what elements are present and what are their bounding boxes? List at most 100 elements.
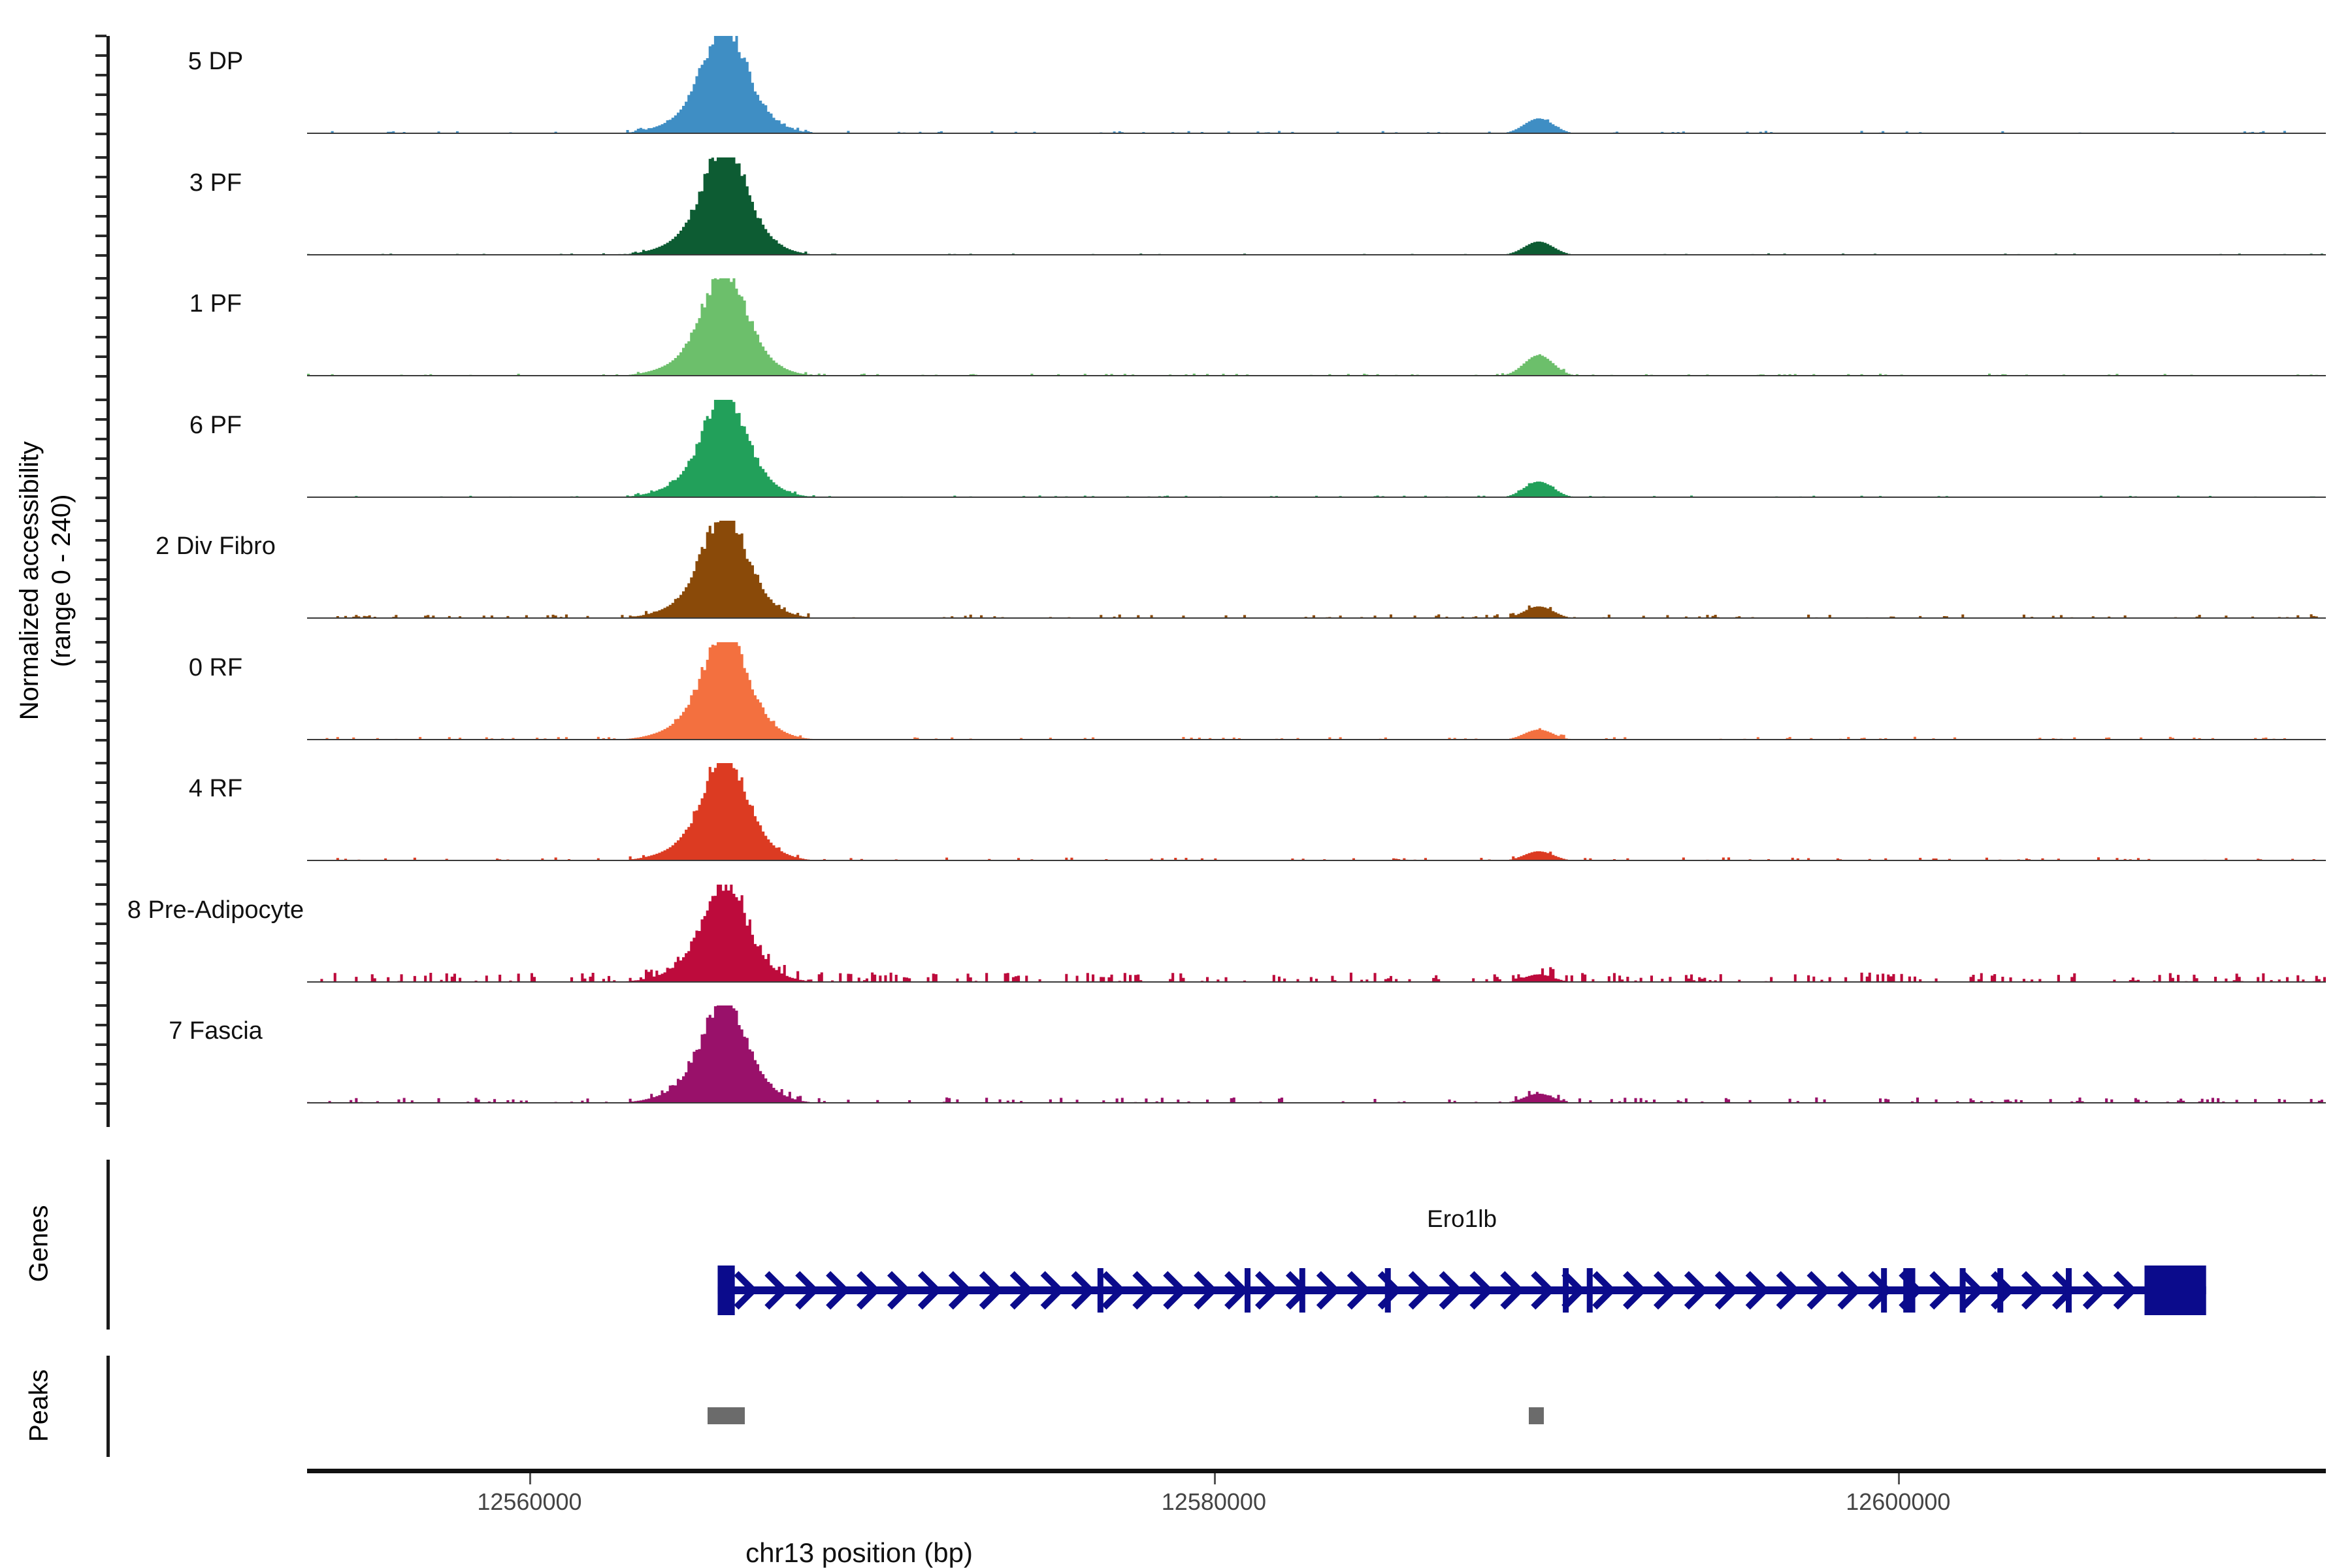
signal-axis-tick <box>95 883 106 886</box>
signal-axis-tick <box>95 1102 106 1105</box>
track-baseline <box>307 133 2326 134</box>
signal-axis-tick <box>95 437 106 440</box>
signal-axis-tick <box>95 539 106 542</box>
x-axis-title: chr13 position (bp) <box>745 1537 973 1568</box>
signal-profile <box>307 278 2326 377</box>
signal-axis-tick <box>95 679 106 683</box>
signal-profile <box>307 157 2326 255</box>
signal-axis-tick <box>95 195 106 198</box>
signal-axis-tick <box>95 1063 106 1066</box>
gene-name-label: Ero1lb <box>1427 1205 1497 1232</box>
signal-axis-tick <box>95 801 106 804</box>
signal-track <box>307 884 2326 983</box>
signal-profile <box>307 642 2326 740</box>
track-label: 6 PF <box>189 411 242 439</box>
signal-profile <box>307 36 2326 134</box>
signal-axis-tick <box>95 961 106 964</box>
genes-panel-spine <box>106 1160 110 1330</box>
signal-track <box>307 1005 2326 1104</box>
track-baseline <box>307 617 2326 619</box>
signal-axis-tick <box>95 762 106 765</box>
signal-track <box>307 521 2326 619</box>
peak-region <box>707 1407 745 1424</box>
signal-axis-tick <box>95 457 106 460</box>
track-baseline <box>307 860 2326 862</box>
signal-axis-tick <box>95 578 106 581</box>
signal-axis-tick <box>95 738 106 742</box>
signal-axis-tick <box>95 719 106 722</box>
signal-axis-tick <box>95 922 106 925</box>
signal-axis-tick <box>95 519 106 523</box>
signal-axis-tick <box>95 640 106 644</box>
signal-track <box>307 763 2326 862</box>
signal-axis-tick <box>95 398 106 401</box>
track-baseline <box>307 375 2326 377</box>
signal-axis-tick <box>95 35 106 37</box>
signal-axis-tick <box>95 821 106 824</box>
signal-axis-tick <box>95 316 106 319</box>
x-axis-tick <box>529 1473 532 1484</box>
signal-axis-tick <box>95 559 106 562</box>
track-label: 0 RF <box>188 653 243 681</box>
track-label: 5 DP <box>188 48 244 75</box>
signal-profile <box>307 763 2326 862</box>
signal-axis-tick <box>95 781 106 785</box>
signal-axis-tick <box>95 214 106 218</box>
signal-axis-tick <box>95 375 106 378</box>
track-label: 8 Pre-Adipocyte <box>127 896 304 924</box>
peaks-panel-label: Peaks <box>24 1369 54 1442</box>
x-axis-tick-label: 12600000 <box>1846 1488 1951 1515</box>
signal-axis-tick <box>95 981 106 984</box>
signal-axis-tick <box>95 74 106 76</box>
signal-axis-tick <box>95 840 106 843</box>
signal-axis-tick <box>95 234 106 237</box>
signal-axis-tick <box>95 1004 106 1007</box>
signal-axis-tick <box>95 417 106 421</box>
track-label: 1 PF <box>189 290 242 318</box>
track-baseline <box>307 253 2326 255</box>
signal-axis-tick <box>95 133 106 135</box>
signal-axis-tick <box>95 617 106 621</box>
signal-axis-tick <box>95 1083 106 1086</box>
signal-axis-tick <box>95 155 106 159</box>
peaks-panel-spine <box>106 1356 110 1457</box>
track-label: 4 RF <box>188 775 243 803</box>
track-label: 7 Fascia <box>169 1017 263 1045</box>
signal-axis-tick <box>95 598 106 601</box>
signal-profile <box>307 884 2326 983</box>
signal-profile <box>307 1005 2326 1104</box>
signal-axis-tick <box>95 253 106 257</box>
signal-axis-tick <box>95 336 106 339</box>
signal-axis-tick <box>95 93 106 96</box>
x-axis-tick-label: 12560000 <box>477 1488 582 1515</box>
signal-axis-tick <box>95 476 106 480</box>
signal-axis-tick <box>95 277 106 280</box>
signal-axis-tick <box>95 860 106 863</box>
signal-axis-tick <box>95 941 106 945</box>
track-baseline <box>307 1102 2326 1104</box>
signal-axis-tick <box>95 297 106 300</box>
signal-axis-tick <box>95 54 106 57</box>
signal-axis-tick <box>95 1043 106 1047</box>
x-axis-tick <box>1898 1473 1901 1484</box>
signal-track <box>307 642 2326 740</box>
signal-axis-tick <box>95 496 106 499</box>
signal-axis-tick <box>95 660 106 663</box>
signal-axis-tick <box>95 699 106 702</box>
track-label: 2 Div Fibro <box>155 532 276 561</box>
signal-axis-tick <box>95 902 106 906</box>
signal-track <box>307 157 2326 255</box>
signal-profile <box>307 521 2326 619</box>
track-baseline <box>307 981 2326 983</box>
track-label: 3 PF <box>189 169 242 197</box>
track-baseline <box>307 496 2326 498</box>
x-axis-tick-label: 12580000 <box>1161 1488 1266 1515</box>
signal-axis-tick <box>95 1024 106 1027</box>
signal-axis-tick <box>95 175 106 178</box>
track-baseline <box>307 738 2326 740</box>
x-axis-tick <box>1213 1473 1216 1484</box>
peak-region <box>1528 1407 1544 1424</box>
x-axis-line <box>307 1469 2326 1473</box>
